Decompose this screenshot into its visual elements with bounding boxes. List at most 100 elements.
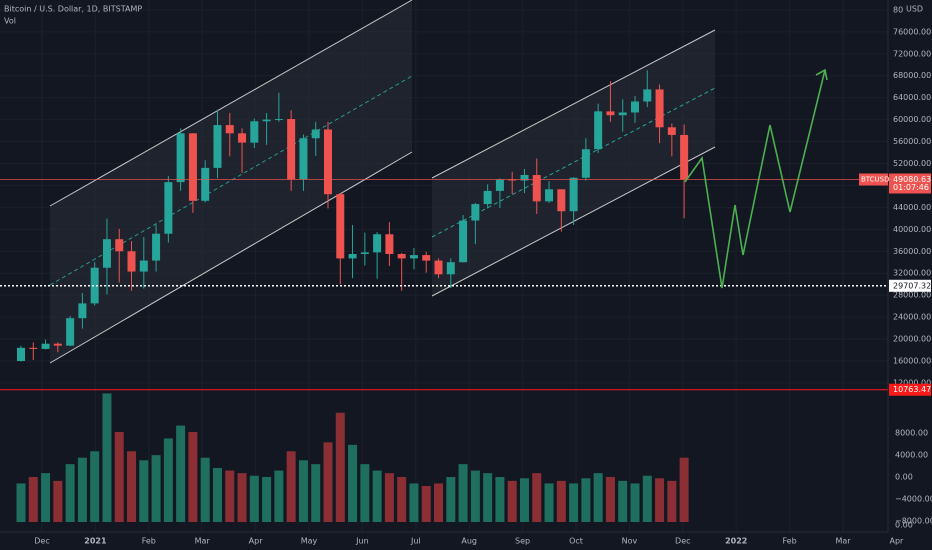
- volume-bar: [679, 457, 689, 522]
- candle-body: [594, 111, 603, 150]
- candle-body: [606, 111, 615, 116]
- candle-body: [299, 138, 308, 180]
- candle-body: [176, 133, 185, 183]
- candle-body: [274, 119, 283, 121]
- y-tick-label: 60000.00: [893, 115, 931, 124]
- x-tick-label: Dec: [34, 537, 49, 546]
- volume-bar: [139, 460, 149, 522]
- x-tick-label: Apr: [249, 537, 264, 546]
- volume-bar: [581, 478, 591, 522]
- candle-body: [324, 129, 332, 195]
- y2-tick-label: −4000.00: [895, 495, 932, 504]
- y-tick-label: 64000.00: [893, 93, 931, 102]
- x-tick-label: Dec: [675, 537, 690, 546]
- channel-line: [49, 151, 413, 364]
- y2-tick-label: −8000.00: [895, 517, 932, 526]
- chart-title: Bitcoin / U.S. Dollar, 1D, BITSTAMP: [4, 5, 142, 14]
- volume-bar: [53, 480, 63, 522]
- y-tick-label: 68000.00: [893, 71, 931, 80]
- y-tick-label: 28000.00: [893, 291, 931, 300]
- candle-body: [520, 175, 529, 181]
- price-tag-label: 29707.32: [893, 281, 931, 290]
- y-tick-label: 52000.00: [893, 159, 931, 168]
- y-tick-label: 44000.00: [893, 203, 931, 212]
- volume-bar: [151, 455, 161, 522]
- candle-body: [17, 347, 25, 361]
- x-tick-label: Mar: [195, 537, 211, 546]
- volume-bar: [483, 473, 493, 522]
- candle-body: [545, 189, 554, 202]
- volume-bar: [655, 478, 665, 522]
- volume-bar: [188, 432, 198, 522]
- x-tick-label: Oct: [569, 537, 583, 546]
- candle-body: [397, 254, 406, 259]
- volume-bar: [90, 451, 100, 522]
- indicator-label: Vol: [4, 17, 16, 26]
- volume-bar: [16, 483, 26, 522]
- y2-tick-label: 0.00: [895, 473, 913, 482]
- channel-line: [431, 29, 716, 179]
- volume-bar: [237, 473, 247, 522]
- forecast-path: [684, 69, 826, 289]
- axis-bg: [888, 0, 932, 550]
- y-tick-label: 24000.00: [893, 313, 931, 322]
- x-tick-label: 2022: [725, 537, 747, 546]
- volume-bar: [77, 457, 87, 522]
- candle-body: [569, 177, 578, 212]
- volume-bar: [176, 425, 186, 522]
- candle-body: [373, 234, 382, 253]
- y-tick-label: 36000.00: [893, 247, 931, 256]
- x-tick-label: Aug: [461, 537, 477, 546]
- candle-body: [53, 343, 62, 346]
- volume-bar: [335, 412, 345, 522]
- candle-body: [262, 119, 271, 122]
- y-tick-label: 32000.00: [893, 269, 931, 278]
- volume-bar: [41, 473, 51, 522]
- x-tick-label: Feb: [142, 537, 156, 546]
- volume-bar: [495, 477, 505, 522]
- candle-body: [581, 149, 590, 178]
- volume-bar: [286, 451, 296, 522]
- candle-body: [471, 204, 480, 221]
- channel-fill: [50, 0, 412, 363]
- candle-body: [66, 318, 75, 346]
- volume-bar: [569, 483, 579, 522]
- volume-bar: [348, 444, 358, 522]
- volume-bar: [163, 438, 173, 522]
- candle-body: [78, 303, 87, 319]
- candle-body: [188, 133, 197, 201]
- candle-body: [287, 119, 296, 180]
- y-tick-label: 12000.00: [893, 378, 931, 387]
- volume-bar: [593, 473, 603, 522]
- price-tag: [889, 383, 931, 396]
- volume-bar: [642, 475, 652, 522]
- volume-bar: [360, 464, 370, 522]
- volume-bar: [249, 475, 259, 522]
- volume-bar: [28, 477, 38, 522]
- candle-body: [29, 347, 38, 349]
- candle-body: [41, 343, 50, 349]
- candle-body: [495, 179, 504, 191]
- volume-bar: [384, 473, 394, 522]
- y-tick-label: 72000.00: [893, 49, 931, 58]
- volume-bar: [667, 480, 677, 522]
- volume-bar: [323, 442, 333, 522]
- candle-body: [213, 125, 222, 168]
- volume-bar: [274, 470, 284, 522]
- y-tick-label: 40000.00: [893, 225, 931, 234]
- plot: [0, 70, 888, 522]
- candle-body: [311, 129, 320, 139]
- candle-body: [643, 89, 652, 102]
- candle-body: [225, 125, 234, 134]
- volume-bar: [225, 470, 235, 522]
- candle-body: [631, 101, 639, 113]
- x-tick-label: May: [301, 537, 318, 546]
- channel-line: [49, 0, 413, 207]
- volume-bar: [544, 483, 554, 522]
- volume-bar: [114, 432, 124, 522]
- candle-body: [532, 175, 541, 202]
- volume-bar: [298, 460, 308, 522]
- x-tick-label: Nov: [622, 537, 638, 546]
- volume-bar: [311, 464, 321, 522]
- candle-body: [348, 254, 357, 259]
